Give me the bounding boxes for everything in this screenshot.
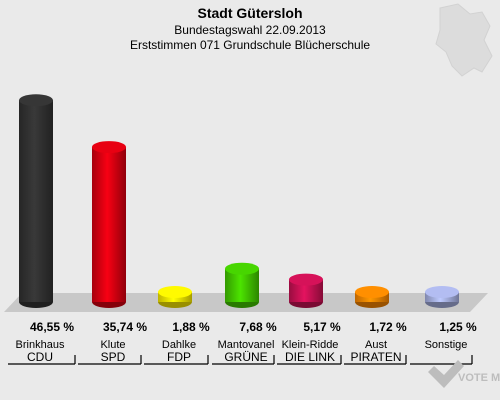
germany-map-icon [435, 3, 493, 77]
bars-group [19, 94, 459, 308]
bar-top [425, 286, 459, 298]
bar-body [92, 147, 126, 302]
candidate-label: Sonstige [425, 339, 468, 351]
bar-aust [355, 286, 389, 308]
watermark-text: VOTE MANAGER [458, 372, 500, 384]
bar-top [225, 262, 259, 275]
bar-top [355, 286, 389, 298]
bar-top [19, 94, 53, 107]
party-label: SPD [101, 350, 126, 364]
candidate-label: Aust [365, 339, 387, 351]
candidate-label: Klute [100, 339, 125, 351]
bar-top [289, 273, 323, 286]
bar-body [289, 279, 323, 302]
party-label: GRÜNE [224, 350, 267, 364]
party-label: FDP [167, 350, 191, 364]
value-label: 7,68 % [239, 320, 277, 334]
candidate-label: Mantovanel [218, 339, 275, 351]
bar-mantovanel [225, 262, 259, 308]
chart-subtitle-date: Bundestagswahl 22.09.2013 [174, 23, 326, 37]
bar-top [92, 141, 126, 154]
value-label: 5,17 % [303, 320, 341, 334]
bar-body [19, 100, 53, 303]
value-label: 1,88 % [172, 320, 210, 334]
value-label: 1,25 % [439, 320, 477, 334]
party-label: CDU [27, 350, 53, 364]
candidate-label: Brinkhaus [16, 339, 65, 351]
bar-klein-ridde [289, 273, 323, 308]
candidate-label: Dahlke [162, 339, 196, 351]
bar-brinkhaus [19, 94, 53, 308]
chart-subtitle-district: Erststimmen 071 Grundschule Blücherschul… [130, 38, 370, 52]
bar-sonstige [425, 286, 459, 308]
chart-title: Stadt Gütersloh [197, 5, 302, 21]
value-label: 1,72 % [369, 320, 407, 334]
value-label: 35,74 % [103, 320, 147, 334]
bar-klute [92, 141, 126, 308]
vote-manager-logo: VOTE MANAGER [428, 360, 500, 388]
value-label: 46,55 % [30, 320, 74, 334]
party-label: PIRATEN [350, 350, 401, 364]
party-label: DIE LINK [285, 350, 335, 364]
candidate-label: Klein-Ridde [282, 339, 339, 351]
bar-dahlke [158, 286, 192, 308]
bar-top [158, 286, 192, 298]
